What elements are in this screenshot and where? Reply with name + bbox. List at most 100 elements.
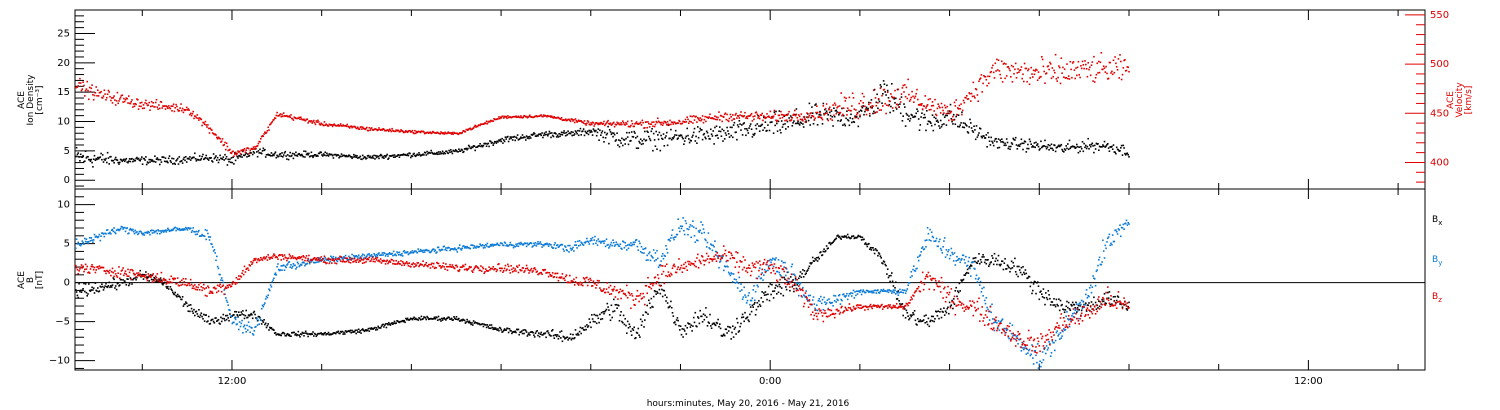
red-data-point	[1001, 60, 1003, 63]
red-data-point	[337, 124, 340, 126]
bx-data-point	[510, 330, 512, 332]
black-data-point	[467, 147, 469, 150]
red-data-point	[744, 111, 746, 114]
red-data-point	[475, 126, 477, 128]
red-data-point	[569, 120, 572, 123]
red-data-point	[865, 113, 868, 116]
by-data-point	[109, 231, 111, 234]
black-data-point	[406, 153, 409, 155]
black-data-point	[101, 154, 104, 156]
bx-data-point	[1047, 290, 1050, 292]
bx-data-point	[227, 317, 229, 319]
red-data-point	[320, 122, 322, 125]
bx-data-point	[608, 314, 611, 316]
black-data-point	[588, 129, 591, 132]
red-data-point	[867, 109, 869, 112]
black-data-point	[616, 132, 618, 134]
bx-data-point	[342, 333, 344, 335]
bx-data-point	[132, 278, 134, 281]
bx-data-point	[241, 313, 243, 315]
bx-data-point	[932, 315, 935, 318]
black-data-point	[1027, 147, 1030, 150]
red-data-point	[919, 103, 922, 105]
by-data-point	[624, 241, 626, 244]
bx-data-point	[1018, 269, 1021, 271]
black-data-point	[913, 116, 915, 118]
by-data-point	[846, 292, 848, 295]
red-data-point	[650, 123, 653, 125]
red-data-point	[304, 119, 307, 122]
red-data-point	[247, 147, 250, 150]
black-data-point	[578, 130, 581, 132]
red-data-point	[797, 119, 799, 122]
red-data-point	[485, 122, 487, 125]
bx-data-point	[591, 318, 594, 320]
black-data-point	[934, 123, 936, 126]
bx-data-point	[196, 313, 199, 315]
black-data-point	[851, 117, 854, 120]
black-data-point	[179, 160, 181, 163]
red-data-point	[1104, 71, 1107, 73]
by-data-point	[640, 245, 643, 248]
black-data-point	[159, 159, 162, 161]
bx-data-point	[1053, 298, 1055, 300]
red-data-point	[740, 111, 742, 113]
black-data-point	[497, 141, 499, 143]
red-data-point	[104, 93, 106, 95]
black-data-point	[160, 161, 163, 163]
bx-data-point	[322, 333, 324, 335]
bx-data-point	[439, 318, 441, 321]
black-data-point	[275, 156, 278, 159]
black-data-point	[847, 119, 850, 122]
red-data-point	[414, 129, 416, 132]
by-data-point	[696, 239, 698, 241]
by-data-point	[707, 232, 710, 234]
bx-data-point	[779, 285, 781, 288]
black-data-point	[989, 144, 992, 146]
red-data-point	[109, 95, 111, 98]
by-data-point	[137, 233, 139, 236]
black-data-point	[246, 156, 248, 158]
by-data-point	[166, 229, 168, 232]
by-data-point	[586, 237, 588, 240]
bx-data-point	[197, 315, 199, 318]
red-data-point	[133, 105, 136, 107]
by-data-point	[407, 253, 410, 256]
by-data-point	[352, 258, 354, 260]
by-data-point	[377, 253, 379, 255]
black-data-point	[422, 153, 424, 156]
by-data-point	[261, 304, 264, 307]
red-data-point	[253, 148, 256, 150]
red-data-point	[440, 131, 442, 133]
red-data-point	[816, 105, 818, 107]
red-data-point	[303, 118, 305, 121]
red-data-point	[1023, 62, 1026, 65]
by-data-point	[635, 239, 638, 241]
black-data-point	[96, 158, 98, 161]
bx-data-point	[372, 328, 375, 330]
by-data-point	[702, 228, 705, 230]
black-data-point	[908, 115, 910, 117]
by-data-point	[83, 243, 85, 245]
bx-data-point	[409, 318, 411, 321]
by-data-point	[426, 249, 428, 252]
black-data-point	[291, 154, 293, 157]
black-data-point	[835, 109, 838, 112]
bx-data-point	[587, 325, 590, 327]
bx-data-point	[619, 314, 622, 317]
black-data-point	[670, 138, 673, 141]
bx-data-point	[182, 305, 185, 307]
by-data-point	[335, 259, 338, 262]
bx-data-point	[741, 313, 744, 316]
black-data-point	[654, 145, 657, 147]
by-data-point	[824, 303, 827, 306]
black-data-point	[366, 155, 369, 157]
black-data-point	[960, 122, 962, 124]
red-data-point	[401, 130, 404, 132]
red-data-point	[698, 119, 701, 122]
red-data-point	[1121, 73, 1124, 76]
black-data-point	[1084, 146, 1086, 149]
black-data-point	[643, 138, 645, 141]
black-data-point	[589, 131, 591, 134]
bx-data-point	[316, 334, 318, 336]
